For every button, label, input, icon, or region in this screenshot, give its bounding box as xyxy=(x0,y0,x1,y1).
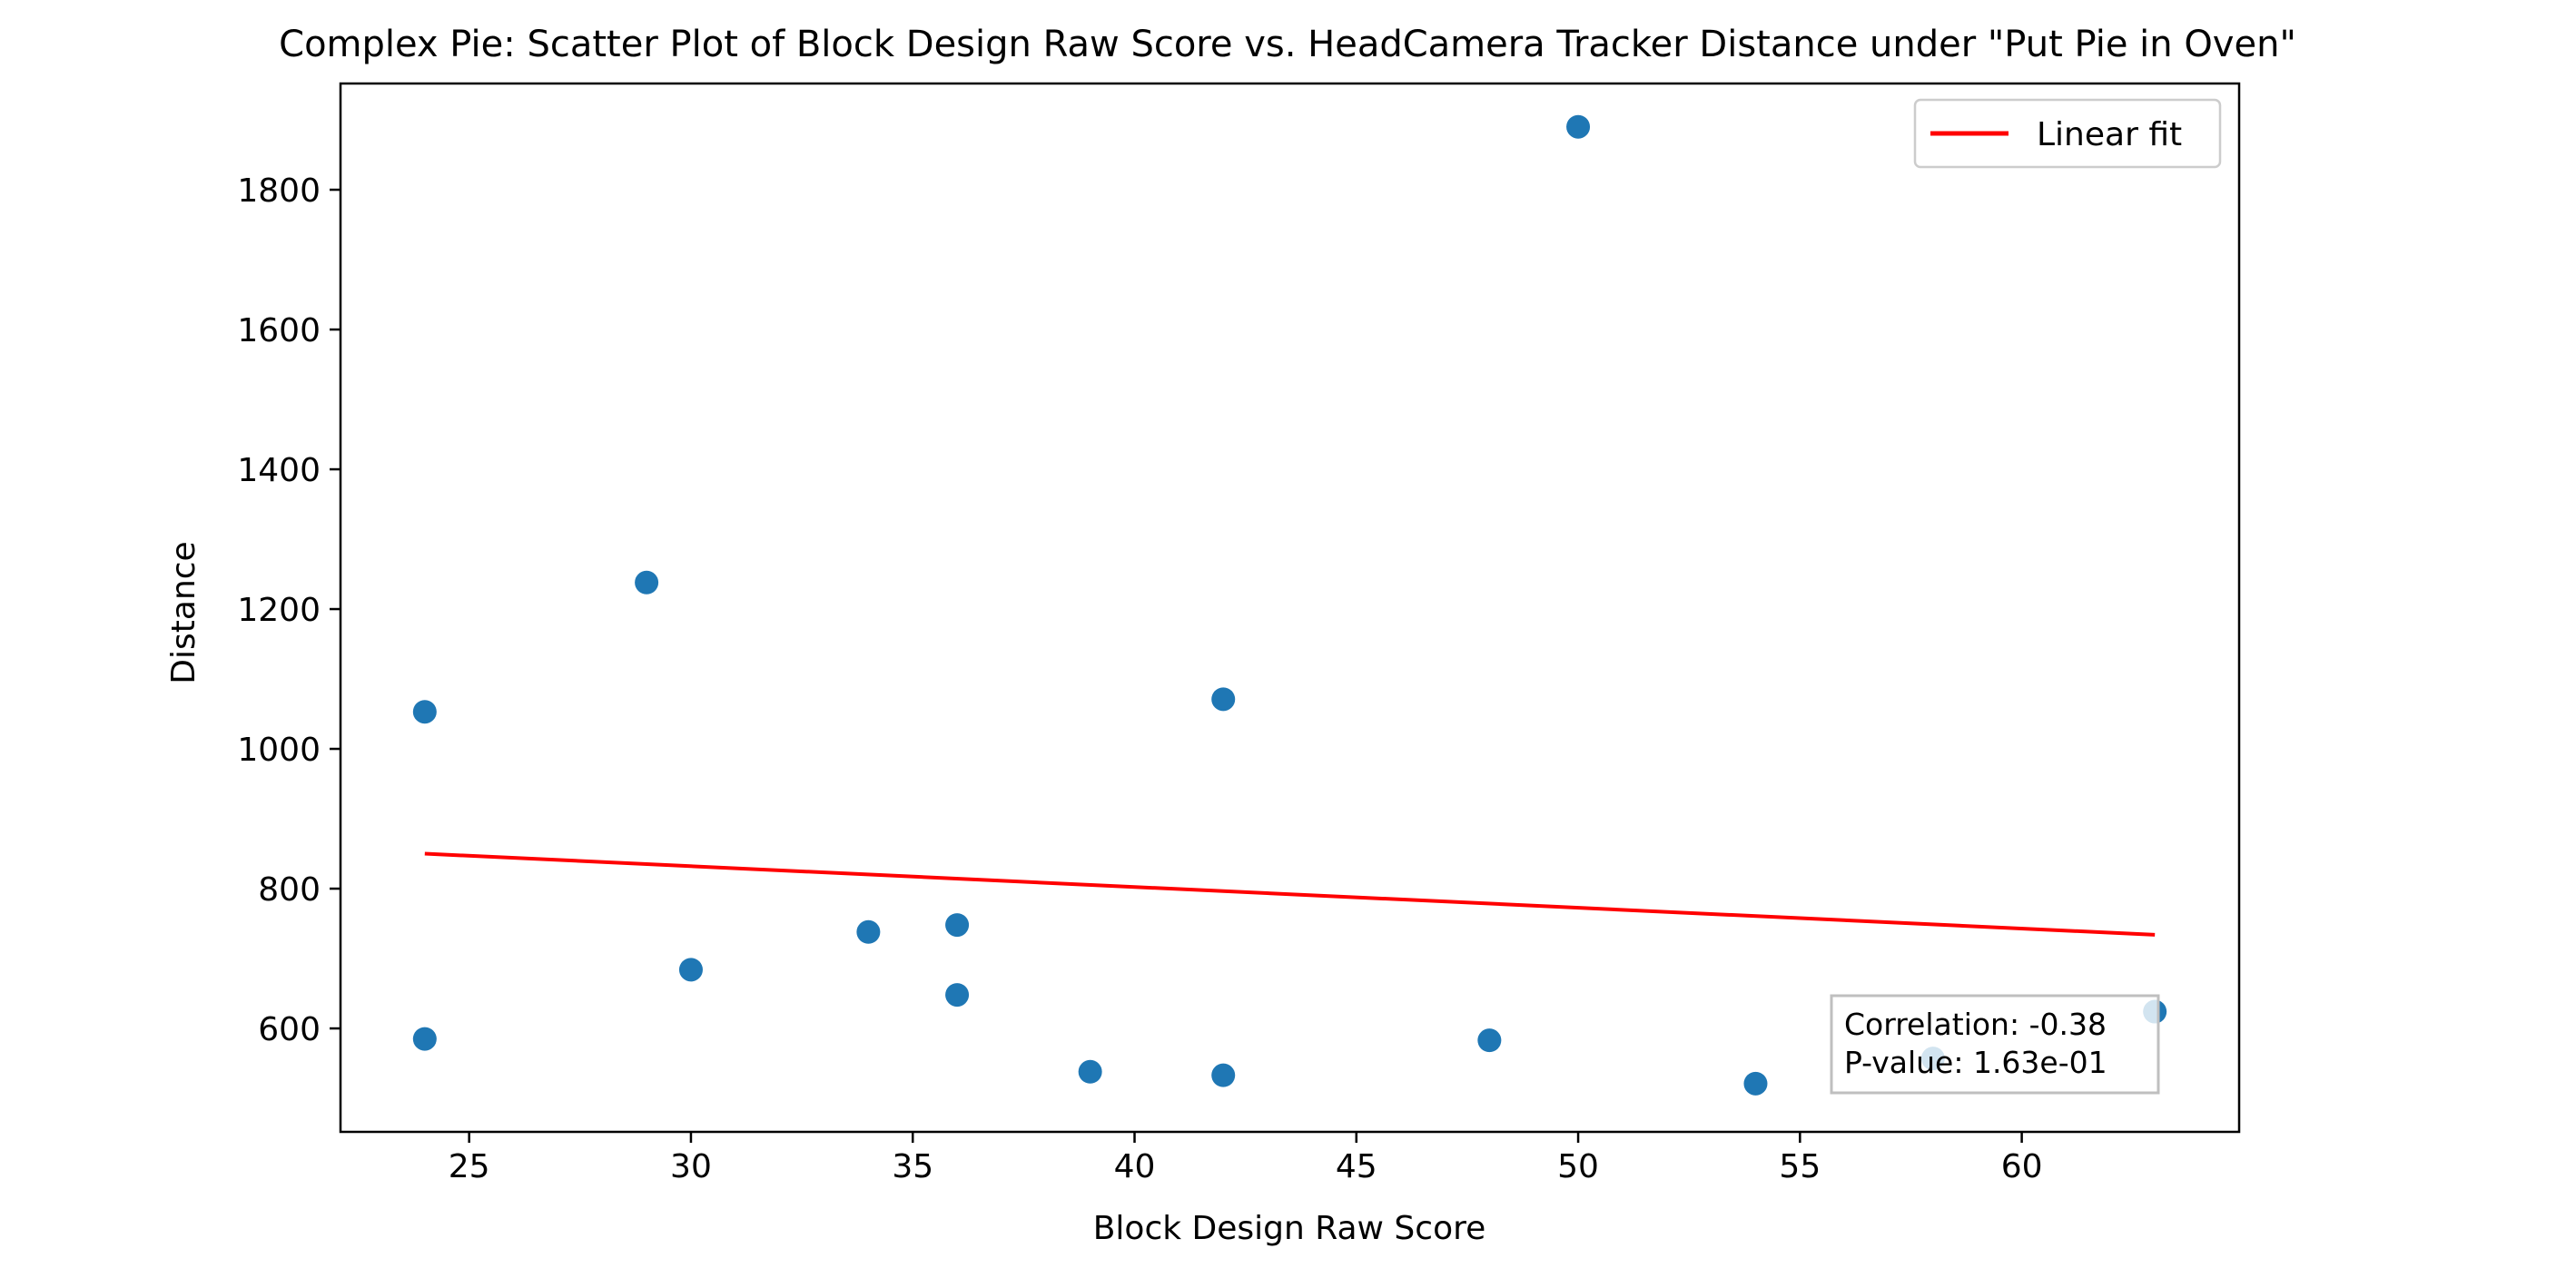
scatter-point xyxy=(412,700,437,724)
scatter-point xyxy=(1211,687,1236,712)
legend-label-linear-fit: Linear fit xyxy=(2037,116,2182,153)
y-tick-label: 1200 xyxy=(237,592,321,629)
scatter-point xyxy=(1211,1063,1236,1087)
stats-correlation: Correlation: -0.38 xyxy=(1844,1007,2107,1042)
y-tick-label: 600 xyxy=(258,1011,321,1048)
x-tick-label: 35 xyxy=(892,1148,933,1185)
x-tick-label: 55 xyxy=(1779,1148,1821,1185)
legend-box xyxy=(1913,98,2222,169)
linear-fit-line xyxy=(424,851,2156,937)
stats-annotation: Correlation: -0.38 P-value: 1.63e-01 xyxy=(1830,994,2160,1095)
y-tick-label: 1000 xyxy=(237,732,321,769)
x-tick-label: 30 xyxy=(670,1148,712,1185)
x-tick-label: 50 xyxy=(1557,1148,1599,1185)
scatter-point xyxy=(1477,1028,1502,1053)
legend: Linear fit xyxy=(1913,98,2222,169)
x-tick-label: 60 xyxy=(2001,1148,2043,1185)
x-tick-label: 25 xyxy=(449,1148,490,1185)
scatter-point xyxy=(1566,114,1591,139)
stats-pvalue: P-value: 1.63e-01 xyxy=(1844,1045,2107,1080)
fit-line-layer xyxy=(424,851,2156,937)
x-tick-label: 40 xyxy=(1114,1148,1156,1185)
stats-box xyxy=(1830,994,2160,1095)
x-axis-label: Block Design Raw Score xyxy=(1093,1210,1486,1247)
scatter-point xyxy=(945,913,970,938)
y-tick-label: 1600 xyxy=(237,312,321,349)
y-axis-ticks: 600 800 1000 1200 1400 1600 1800 xyxy=(237,172,341,1048)
scatter-point xyxy=(945,983,970,1008)
scatter-point xyxy=(856,919,881,944)
plot-frame xyxy=(339,82,2241,1134)
scatter-point xyxy=(1743,1071,1768,1096)
y-tick-label: 1400 xyxy=(237,452,321,489)
scatter-point xyxy=(635,570,659,595)
y-tick-label: 1800 xyxy=(237,172,321,210)
y-tick-label: 800 xyxy=(258,871,321,909)
scatter-point xyxy=(678,958,703,982)
x-tick-label: 45 xyxy=(1336,1148,1377,1185)
scatter-point xyxy=(1078,1059,1102,1084)
scatter-point xyxy=(412,1027,437,1051)
y-axis-label: Distance xyxy=(165,541,202,683)
chart-title: Complex Pie: Scatter Plot of Block Desig… xyxy=(279,24,2296,65)
x-axis-ticks: 25 30 35 40 45 50 55 60 xyxy=(449,1132,2043,1185)
